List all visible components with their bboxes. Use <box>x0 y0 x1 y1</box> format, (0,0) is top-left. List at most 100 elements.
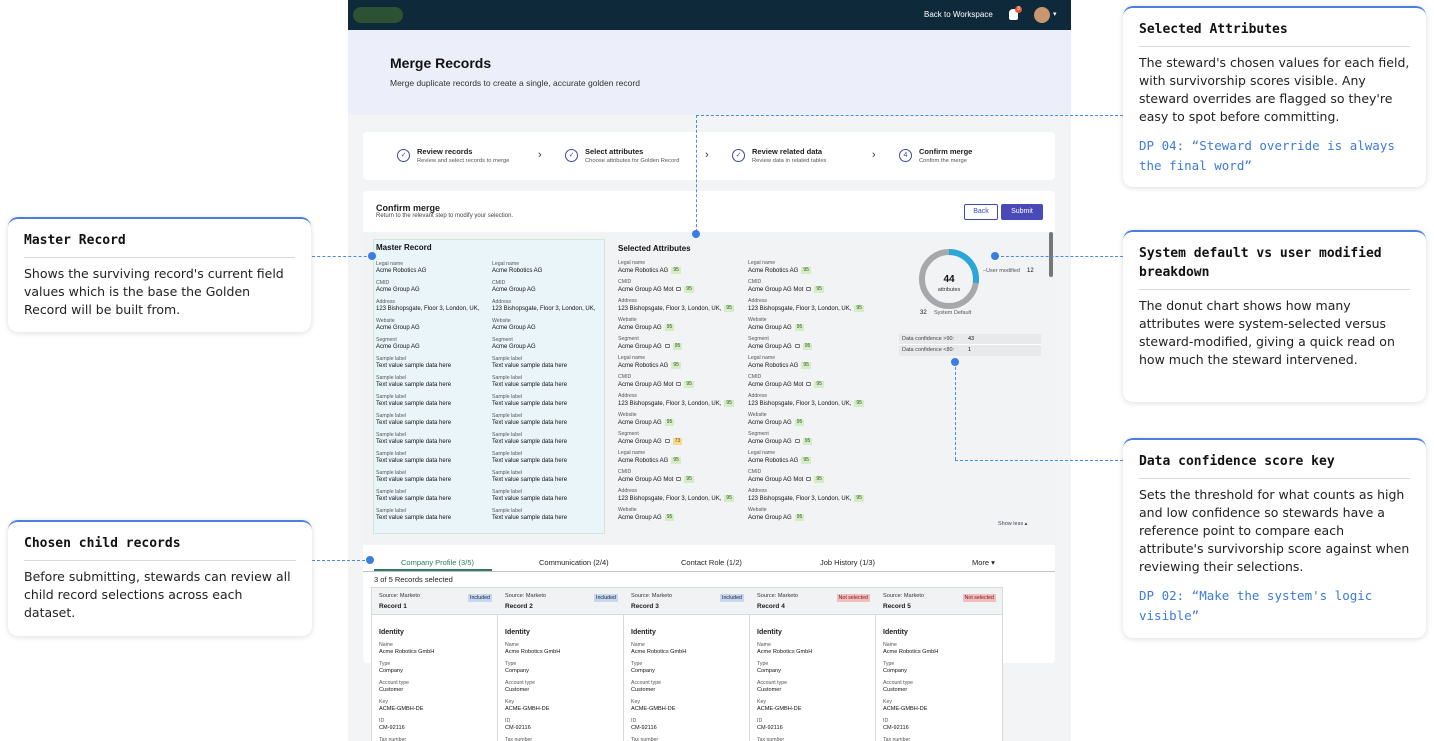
field-value[interactable]: Acme Group AG 95 <box>618 419 675 426</box>
field-value-text: Acme Group AG <box>748 515 792 521</box>
field-value-text: 123 Bishopsgate, Floor 3, London, UK, <box>618 401 722 407</box>
field-value-text: Text value sample data here <box>492 496 568 502</box>
field-value[interactable]: Acme Group AG 95 <box>748 514 805 521</box>
field-label: Sample label <box>492 432 522 438</box>
field-value[interactable]: 123 Bishopsgate, Floor 3, London, UK, 95 <box>618 495 734 502</box>
child-record-card[interactable]: Source: Marketo Record 5 Not selected Ident… <box>876 588 1002 741</box>
scrollbar[interactable] <box>1049 232 1053 277</box>
confidence-score-badge: 95 <box>724 305 734 312</box>
field-value-text: Acme Robotics AG <box>492 268 543 274</box>
field-value[interactable]: Acme Group AG 95 <box>618 514 675 521</box>
field-value: Acme Robotics GmbH <box>757 649 813 655</box>
top-bar: Back to Workspace 3 ▾ <box>348 0 1071 30</box>
design-principle: DP 04: “Steward override is always the f… <box>1139 138 1395 173</box>
field-value[interactable]: Acme Robotics AG 95 <box>618 457 681 464</box>
child-record-tabs: Company Profile (3/5) Communication (2/4… <box>363 555 1055 570</box>
master-record-card: Master Record Legal name Acme Robotics AG… <box>373 239 605 534</box>
field-value[interactable]: Acme Group AG 95 <box>748 419 805 426</box>
callout-title: System default vs user modified breakdow… <box>1139 244 1410 290</box>
connector-line <box>696 115 1123 116</box>
confidence-high-label: Data confidence >90: <box>902 336 955 342</box>
field-value-text: Acme Robotics AG <box>748 268 799 274</box>
field-label: ID <box>505 718 511 724</box>
field-value[interactable]: Acme Group AG Mot 95 <box>618 476 694 483</box>
tab-company-profile[interactable]: Company Profile (3/5) <box>401 558 474 567</box>
field-value: ACME-GMBH-DE <box>757 706 802 712</box>
child-record-card[interactable]: Source: Marketo Record 3 Included Identity N… <box>624 588 750 741</box>
field-value[interactable]: Acme Group AG 95 <box>618 324 675 331</box>
field-value[interactable]: Acme Group AG 95 <box>618 343 683 350</box>
chevron-down-icon[interactable]: ▾ <box>1053 11 1057 18</box>
child-record-card[interactable]: Source: Marketo Record 1 Included Identity N… <box>372 588 498 741</box>
steward-override-icon <box>794 439 800 443</box>
tab-job-history[interactable]: Job History (1/3) <box>820 558 876 567</box>
field-value[interactable]: Acme Group AG 73 <box>618 438 683 445</box>
field-value[interactable]: 123 Bishopsgate, Floor 3, London, UK, 95 <box>748 495 864 502</box>
field-label: Type <box>631 661 643 667</box>
record-name: Record 4 <box>757 603 785 610</box>
field-value[interactable]: Acme Group AG Mot 95 <box>618 381 694 388</box>
field-label: Sample label <box>492 489 522 495</box>
confidence-score-badge: 95 <box>854 305 864 312</box>
field-label: Name <box>379 642 393 648</box>
field-label: Key <box>757 699 766 705</box>
field-value[interactable]: 123 Bishopsgate, Floor 3, London, UK, 95 <box>748 400 864 407</box>
field-value[interactable]: Acme Group AG 95 <box>748 438 813 445</box>
connector-dot <box>692 230 700 238</box>
field-value[interactable]: Acme Robotics AG 95 <box>748 362 811 369</box>
field-value[interactable]: 123 Bishopsgate, Floor 3, London, UK, 95 <box>618 400 734 407</box>
step-desc: Review and select records to merge <box>417 158 510 164</box>
field-label: Segment <box>618 336 639 342</box>
page-subtitle: Merge duplicate records to create a sing… <box>390 78 640 88</box>
confidence-score-badge: 95 <box>671 457 681 464</box>
field-value[interactable]: 123 Bishopsgate, Floor 3, London, UK, 95 <box>748 305 864 312</box>
callout-title: Chosen child records <box>24 534 296 561</box>
field-value[interactable]: Acme Group AG Mot 95 <box>618 286 694 293</box>
field-label: Tax number <box>631 737 659 741</box>
field-value-text: 123 Bishopsgate, Floor 3, London, UK, <box>376 306 480 312</box>
confidence-score-badge: 95 <box>794 514 805 521</box>
field-value-text: Acme Group AG <box>618 515 662 521</box>
back-button[interactable]: Back <box>964 204 998 220</box>
field-label: Sample label <box>376 470 406 476</box>
child-record-card[interactable]: Source: Marketo Record 4 Not selected Ident… <box>750 588 876 741</box>
field-value[interactable]: Acme Robotics AG 95 <box>748 457 811 464</box>
field-label: Sample label <box>376 451 406 457</box>
connector-dot <box>366 556 374 564</box>
field-value[interactable]: Acme Group AG 95 <box>748 343 813 350</box>
field-value: Customer <box>505 687 530 693</box>
field-value[interactable]: 123 Bishopsgate, Floor 3, London, UK, 95 <box>618 305 734 312</box>
child-record-card[interactable]: Source: Marketo Record 2 Included Identity N… <box>498 588 624 741</box>
tab-more[interactable]: More ▾ <box>972 558 995 567</box>
field-value[interactable]: Acme Robotics AG 95 <box>618 267 681 274</box>
field-label: Name <box>631 642 645 648</box>
field-value[interactable]: Acme Group AG 95 <box>748 324 805 331</box>
field-value[interactable]: Acme Robotics AG 95 <box>748 267 811 274</box>
avatar[interactable] <box>1034 7 1050 23</box>
tab-contact-role[interactable]: Contact Role (1/2) <box>681 558 742 567</box>
field-value[interactable]: Acme Group AG Mot 95 <box>748 286 824 293</box>
show-less-link[interactable]: Show less ▴ <box>998 521 1028 527</box>
submit-button[interactable]: Submit <box>1001 204 1043 220</box>
field-value: ACME-GMBH-DE <box>379 706 424 712</box>
field-label: CMID <box>748 374 762 380</box>
field-label: Sample label <box>492 470 522 476</box>
field-value-text: 123 Bishopsgate, Floor 3, London, UK, <box>618 496 722 502</box>
confidence-score-badge: 95 <box>664 419 675 426</box>
field-label: ID <box>379 718 385 724</box>
confidence-score-badge: 95 <box>684 476 694 483</box>
field-value: ACME-GMBH-DE <box>505 706 550 712</box>
tab-communication[interactable]: Communication (2/4) <box>539 558 609 567</box>
field-label: CMID <box>748 279 762 285</box>
field-label: ID <box>757 718 763 724</box>
brand-logo[interactable] <box>353 7 403 23</box>
bell-icon[interactable] <box>1009 9 1018 20</box>
field-value: Text value sample data here <box>492 458 567 464</box>
field-label: Tax number <box>379 737 407 741</box>
field-value[interactable]: Acme Group AG Mot 95 <box>748 476 824 483</box>
field-value[interactable]: Acme Group AG Mot 95 <box>748 381 824 388</box>
field-label: Sample label <box>376 508 406 514</box>
callout-confidence-key: Data confidence score key Sets the thres… <box>1123 438 1426 638</box>
field-value[interactable]: Acme Robotics AG 95 <box>618 362 681 369</box>
back-to-workspace-link[interactable]: Back to Workspace <box>924 10 993 19</box>
